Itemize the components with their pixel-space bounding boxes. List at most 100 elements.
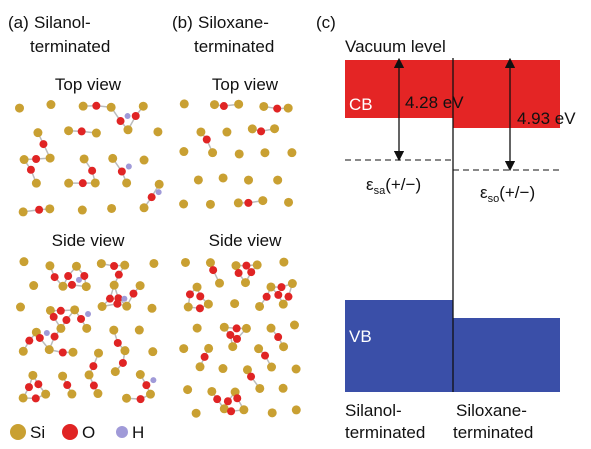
si-atom xyxy=(219,173,228,182)
si-atom xyxy=(288,279,297,288)
si-atom xyxy=(120,261,129,270)
h-atom xyxy=(125,113,131,119)
si-atom xyxy=(206,200,215,209)
si-atom xyxy=(19,257,28,266)
vb-label: VB xyxy=(349,327,372,346)
si-atom xyxy=(19,207,28,216)
o-atom xyxy=(274,333,282,341)
si-atom xyxy=(64,179,73,188)
si-atom xyxy=(41,390,50,399)
o-atom xyxy=(39,140,47,148)
si-atom xyxy=(258,196,267,205)
o-atom xyxy=(284,293,292,301)
si-atom xyxy=(284,104,293,113)
o-atom xyxy=(196,292,204,300)
si-atom xyxy=(97,259,106,268)
si-atom xyxy=(196,362,205,371)
bottom-label: terminated xyxy=(453,423,533,442)
o-atom xyxy=(137,395,145,403)
o-atom xyxy=(32,155,40,163)
o-atom xyxy=(110,262,118,270)
o-atom xyxy=(118,167,126,175)
o-atom xyxy=(233,335,241,343)
si-atom xyxy=(215,279,224,288)
si-atom xyxy=(270,124,279,133)
si-atom xyxy=(56,324,65,333)
o-atom xyxy=(235,269,243,277)
o-atom xyxy=(277,283,285,291)
gap-label: 4.28 eV xyxy=(405,93,464,112)
panel-label: (b) xyxy=(172,13,193,32)
si-atom xyxy=(184,302,193,311)
h-atom xyxy=(85,311,91,317)
si-atom xyxy=(290,321,299,330)
o-atom xyxy=(78,127,86,135)
o-atom xyxy=(89,362,97,370)
si-atom xyxy=(179,344,188,353)
level-sub: so xyxy=(488,193,500,205)
si-atom xyxy=(255,384,264,393)
o-atom xyxy=(273,105,281,113)
view-label: Side view xyxy=(52,231,125,250)
atom-structures xyxy=(15,99,301,417)
si-atom xyxy=(72,262,81,271)
si-atom xyxy=(46,154,55,163)
o-atom xyxy=(201,353,209,361)
si-atom xyxy=(228,342,237,351)
si-atom xyxy=(135,326,144,335)
panel-title: Silanol- xyxy=(34,13,91,32)
si-atom xyxy=(136,370,145,379)
si-atom xyxy=(19,393,28,402)
si-atom xyxy=(16,303,25,312)
si-atom xyxy=(15,104,24,113)
si-atom xyxy=(284,198,293,207)
si-atom xyxy=(220,323,229,332)
o-atom xyxy=(233,394,241,402)
si-atom xyxy=(193,283,202,292)
si-atom xyxy=(123,125,132,134)
o-atom xyxy=(77,315,85,323)
si-atom xyxy=(19,347,28,356)
o-atom xyxy=(213,395,221,403)
si-atom xyxy=(82,282,91,291)
o-atom xyxy=(242,262,250,270)
si-atom xyxy=(91,178,100,187)
si-atom xyxy=(183,385,192,394)
si-atom xyxy=(204,300,213,309)
si-atom xyxy=(239,405,248,414)
si-atom xyxy=(46,100,55,109)
level-label: εso(+/−) xyxy=(480,183,535,205)
o-atom xyxy=(142,381,150,389)
si-atom xyxy=(45,345,54,354)
si-atom xyxy=(146,390,155,399)
o-atom xyxy=(79,179,87,187)
view-label: Side view xyxy=(209,231,282,250)
si-atom xyxy=(140,203,149,212)
si-atom xyxy=(268,408,277,417)
si-atom xyxy=(68,348,77,357)
si-atom xyxy=(153,127,162,136)
o-atom xyxy=(196,304,204,312)
level-sub: sa xyxy=(374,185,387,197)
h-atom xyxy=(150,377,156,383)
si-atom xyxy=(45,261,54,270)
si-atom xyxy=(253,260,262,269)
o-atom xyxy=(209,266,217,274)
o-atom xyxy=(51,333,59,341)
bottom-label: Siloxane- xyxy=(456,401,527,420)
si-atom xyxy=(93,389,102,398)
si-atom xyxy=(107,204,116,213)
si-atom xyxy=(255,302,264,311)
si-atom xyxy=(147,304,156,313)
bottom-label: terminated xyxy=(345,423,425,442)
si-atom xyxy=(79,102,88,111)
si-atom xyxy=(193,324,202,333)
o-atom xyxy=(274,291,282,299)
vb-right xyxy=(453,318,560,392)
si-atom xyxy=(29,281,38,290)
si-atom xyxy=(108,154,117,163)
panel-title: terminated xyxy=(30,37,110,56)
o-atom xyxy=(263,293,271,301)
si-atom xyxy=(210,100,219,109)
si-atom xyxy=(58,282,67,291)
